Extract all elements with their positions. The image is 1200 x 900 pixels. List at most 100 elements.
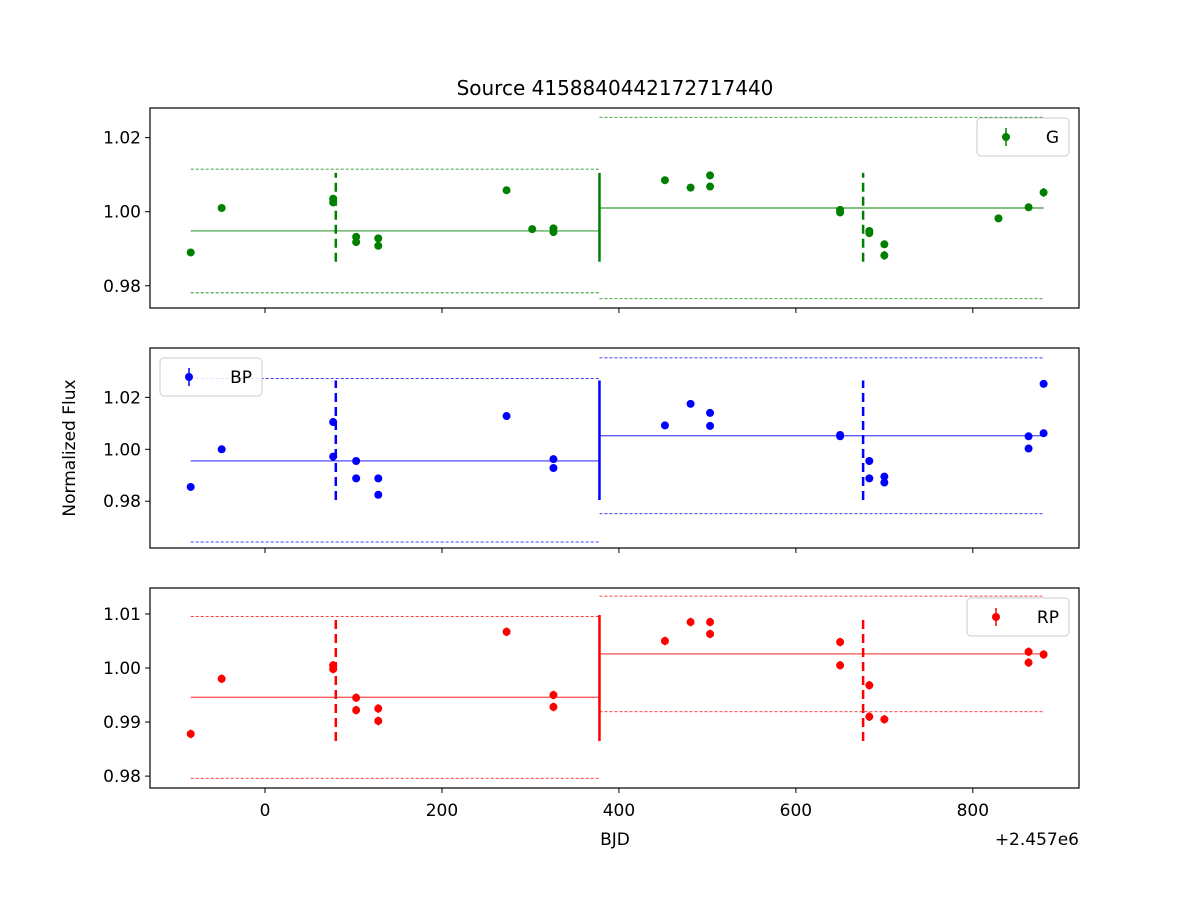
- data-point: [1039, 379, 1048, 388]
- data-point: [352, 456, 361, 465]
- axes-frame: [149, 107, 1080, 309]
- data-point: [880, 715, 889, 724]
- data-point: [706, 171, 715, 180]
- data-point: [374, 474, 383, 483]
- panel-rp: 0.98 0.99 1.00 1.01 0 200 400 600 800 RP: [103, 587, 1080, 821]
- data-point: [865, 474, 874, 483]
- y-tick-label: 1.00: [103, 659, 141, 679]
- data-point: [549, 455, 558, 464]
- x-tick-label: 0: [260, 801, 271, 821]
- data-point: [329, 665, 338, 674]
- data-point: [880, 478, 889, 487]
- data-point: [374, 241, 383, 250]
- data-point: [865, 681, 874, 690]
- legend: BP: [159, 357, 263, 397]
- y-tick-label: 0.98: [103, 767, 141, 787]
- panel-g: 0.98 1.00 1.02 G: [103, 107, 1080, 313]
- data-point: [880, 472, 889, 481]
- data-point: [186, 248, 195, 257]
- data-point: [352, 706, 361, 715]
- data-point: [836, 432, 845, 441]
- y-tick-label: 1.00: [103, 203, 141, 223]
- panels: 0.98 1.00 1.02 G 0.98 1.00 1.02 BP 0.98 0.99 1.00 1…: [103, 107, 1080, 821]
- legend-label: BP: [230, 368, 252, 388]
- data-point: [660, 176, 669, 185]
- data-point: [329, 418, 338, 427]
- legend-label: G: [1046, 128, 1059, 148]
- data-point: [836, 661, 845, 670]
- data-point: [865, 712, 874, 721]
- data-point: [217, 445, 226, 454]
- data-point: [686, 399, 695, 408]
- data-point: [706, 408, 715, 417]
- data-point: [1039, 188, 1048, 197]
- y-axis-label: Normalized Flux: [60, 379, 80, 516]
- data-point: [374, 716, 383, 725]
- data-point: [549, 464, 558, 472]
- axes-frame: [149, 347, 1080, 549]
- data-point: [1024, 444, 1033, 453]
- y-tick-label: 1.02: [103, 388, 141, 408]
- x-offset-label: +2.457e6: [995, 830, 1079, 850]
- data-point: [706, 629, 715, 638]
- panel-bp: 0.98 1.00 1.02 BP: [103, 347, 1080, 553]
- x-axis-label: BJD: [600, 830, 630, 850]
- data-point: [186, 729, 195, 738]
- data-point: [502, 412, 511, 421]
- legend: RP: [966, 597, 1070, 637]
- data-point: [686, 183, 695, 192]
- data-point: [186, 482, 195, 491]
- data-point: [217, 204, 226, 212]
- data-point: [329, 452, 338, 461]
- data-point: [549, 691, 558, 700]
- legend-box: [976, 117, 1070, 157]
- data-point: [836, 208, 845, 217]
- data-point: [1024, 658, 1033, 667]
- data-point: [836, 638, 845, 647]
- data-point: [502, 627, 511, 636]
- data-point: [880, 240, 889, 249]
- data-point: [706, 618, 715, 627]
- data-point: [1024, 432, 1033, 441]
- legend-marker: [185, 373, 193, 381]
- chart-title: Source 4158840442172717440: [457, 76, 774, 100]
- legend-marker: [1002, 133, 1010, 141]
- y-tick-label: 0.98: [103, 277, 141, 297]
- axes-frame: [149, 587, 1080, 789]
- data-point: [1039, 650, 1048, 659]
- data-point: [1024, 203, 1033, 212]
- x-tick-label: 200: [426, 801, 458, 821]
- data-point: [706, 182, 715, 191]
- y-tick-label: 0.99: [103, 713, 141, 733]
- data-point: [706, 421, 715, 430]
- legend-marker: [992, 613, 1000, 621]
- data-point: [352, 693, 361, 702]
- data-point: [352, 238, 361, 247]
- data-point: [374, 234, 383, 243]
- data-point: [374, 704, 383, 713]
- data-point: [1024, 647, 1033, 656]
- data-point: [352, 474, 361, 483]
- data-point: [374, 490, 383, 499]
- data-point: [549, 702, 558, 711]
- x-tick-label: 400: [603, 801, 635, 821]
- data-point: [217, 674, 226, 683]
- y-tick-label: 1.02: [103, 129, 141, 149]
- legend: G: [976, 117, 1070, 157]
- y-tick-label: 1.00: [103, 440, 141, 460]
- data-point: [660, 636, 669, 645]
- x-tick-label: 800: [957, 801, 989, 821]
- legend-box: [966, 597, 1070, 637]
- y-tick-label: 1.01: [103, 605, 141, 625]
- data-point: [1039, 429, 1048, 438]
- data-point: [880, 251, 889, 260]
- data-point: [502, 186, 511, 195]
- legend-label: RP: [1037, 608, 1059, 628]
- data-point: [865, 456, 874, 465]
- data-point: [528, 225, 537, 234]
- y-tick-label: 0.98: [103, 492, 141, 512]
- data-point: [660, 421, 669, 430]
- x-tick-label: 600: [780, 801, 812, 821]
- data-point: [865, 229, 874, 238]
